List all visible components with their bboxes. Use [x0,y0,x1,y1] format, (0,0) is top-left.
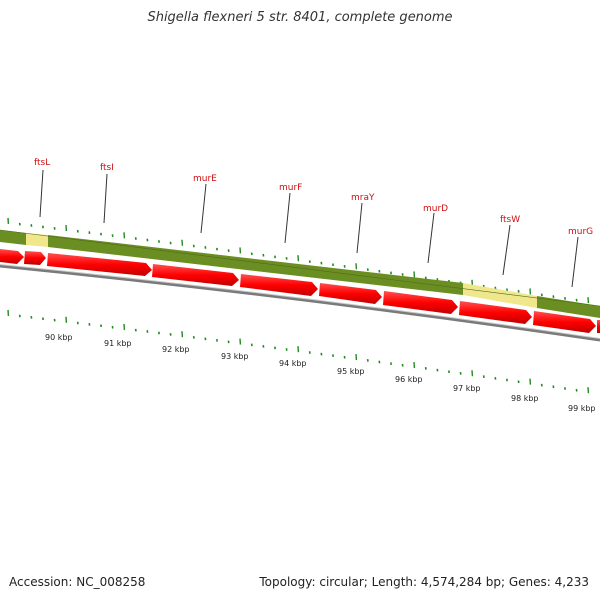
genome-backbone [0,264,600,342]
accession-text: Accession: NC_008258 [9,575,146,589]
map-title: Shigella flexneri 5 str. 8401, complete … [147,10,453,25]
scale-label: 97 kbp [453,384,481,393]
gene-label-murG[interactable]: murG [568,227,593,237]
gene-label-mraY[interactable]: mraY [351,193,375,203]
leader-line [356,202,363,254]
scale-label: 94 kbp [279,359,307,368]
leader-line [103,173,108,224]
gene-arrow[interactable] [459,301,532,324]
scale-tick-row [7,309,590,394]
leader-line [200,183,207,234]
scale-label: 95 kbp [337,367,365,376]
gene-label-leaders [39,169,579,288]
scale-label: 98 kbp [511,394,539,403]
gene-label-murE[interactable]: murE [193,174,217,184]
gene-arrow[interactable] [47,253,152,276]
leader-line [571,236,579,288]
feature-segment-yellow[interactable] [26,233,48,247]
scale-label: 99 kbp [568,404,596,413]
scale-label: 96 kbp [395,375,423,384]
leader-line [502,224,511,276]
gene-label-ftsL[interactable]: ftsL [34,158,50,168]
topology-text: Topology: circular; Length: 4,574,284 bp… [259,575,589,589]
genome-backbone-highlight [0,264,600,339]
gene-arrow[interactable] [152,264,239,286]
gene-arrow[interactable] [24,251,46,265]
leader-line [427,212,435,264]
gene-labels: ftsL ftsI murE murF mraY murD ftsW murG [34,158,593,237]
scale-label: 92 kbp [162,345,190,354]
scale-label: 90 kbp [45,333,73,342]
upper-tick-row [7,217,590,304]
gene-label-ftsW[interactable]: ftsW [500,215,520,225]
leader-line [39,169,44,218]
feature-segment-yellow[interactable] [463,283,537,308]
feature-segment[interactable] [537,296,600,318]
gene-arrow[interactable] [0,249,24,264]
feature-segment[interactable] [0,230,26,245]
gene-arrow-track [0,249,600,333]
gene-arrow[interactable] [319,283,382,304]
gene-label-murF[interactable]: murF [279,183,302,193]
leader-line [284,192,291,244]
gene-label-murD[interactable]: murD [423,204,448,214]
feature-band [0,229,600,318]
scale-labels: 90 kbp 91 kbp 92 kbp 93 kbp 94 kbp 95 kb… [45,333,596,413]
gene-arrow[interactable] [240,274,318,296]
gene-arrow[interactable] [533,311,596,333]
feature-segment[interactable] [48,235,463,295]
scale-label: 91 kbp [104,339,132,348]
gene-label-ftsI[interactable]: ftsI [100,163,114,173]
gene-arrow[interactable] [383,291,458,314]
gene-arrow[interactable] [597,320,600,333]
scale-label: 93 kbp [221,352,249,361]
